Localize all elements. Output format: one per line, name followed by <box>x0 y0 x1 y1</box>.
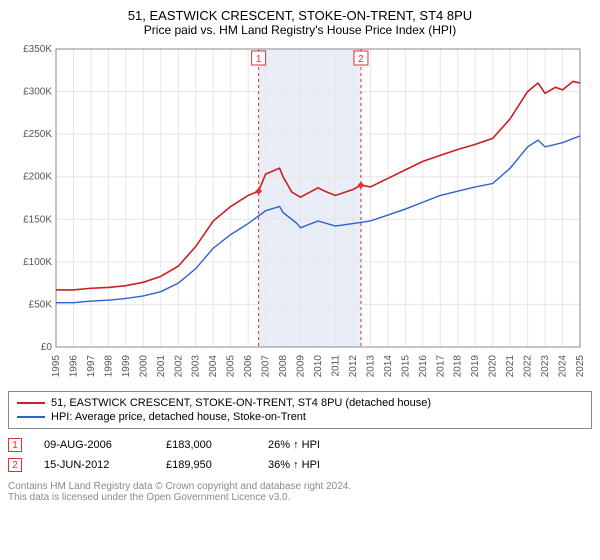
footer-line: Contains HM Land Registry data © Crown c… <box>8 481 592 492</box>
svg-text:1995: 1995 <box>51 355 62 378</box>
svg-text:2000: 2000 <box>138 355 149 378</box>
event-pct: 36% ↑ HPI <box>268 459 320 471</box>
event-price: £189,950 <box>166 459 246 471</box>
event-marker: 2 <box>8 458 22 472</box>
legend-row: 51, EASTWICK CRESCENT, STOKE-ON-TRENT, S… <box>17 396 583 410</box>
svg-text:2015: 2015 <box>400 355 411 378</box>
legend: 51, EASTWICK CRESCENT, STOKE-ON-TRENT, S… <box>8 391 592 429</box>
svg-text:2020: 2020 <box>488 355 499 378</box>
svg-text:2002: 2002 <box>173 355 184 378</box>
svg-text:2023: 2023 <box>540 355 551 378</box>
svg-text:2017: 2017 <box>435 355 446 378</box>
event-row: 1 09-AUG-2006 £183,000 26% ↑ HPI <box>8 435 592 455</box>
svg-text:1997: 1997 <box>86 355 97 378</box>
svg-text:2011: 2011 <box>330 355 341 377</box>
event-marker: 1 <box>8 438 22 452</box>
svg-text:2009: 2009 <box>296 355 307 378</box>
chart-area: £0 £50K £100K £150K £200K £250K £300K £350K 1995… <box>8 43 592 383</box>
svg-text:2006: 2006 <box>243 355 254 378</box>
page-title: 51, EASTWICK CRESCENT, STOKE-ON-TRENT, S… <box>8 8 592 23</box>
svg-text:2014: 2014 <box>383 355 394 378</box>
legend-label: 51, EASTWICK CRESCENT, STOKE-ON-TRENT, S… <box>51 397 431 409</box>
event-pct: 26% ↑ HPI <box>268 439 320 451</box>
event-table: 1 09-AUG-2006 £183,000 26% ↑ HPI 2 15-JUN-201… <box>8 435 592 475</box>
svg-text:2022: 2022 <box>523 355 534 378</box>
footer-attribution: Contains HM Land Registry data © Crown c… <box>8 481 592 503</box>
event-date: 15-JUN-2012 <box>44 459 144 471</box>
footer-line: This data is licensed under the Open Gov… <box>8 492 592 503</box>
svg-text:£250K: £250K <box>23 129 52 140</box>
svg-text:£0: £0 <box>41 342 53 353</box>
svg-text:2003: 2003 <box>191 355 202 378</box>
svg-text:1996: 1996 <box>68 355 79 378</box>
svg-text:2008: 2008 <box>278 355 289 378</box>
legend-row: HPI: Average price, detached house, Stok… <box>17 410 583 424</box>
svg-text:2019: 2019 <box>470 355 481 378</box>
svg-text:2001: 2001 <box>156 355 167 378</box>
svg-text:2012: 2012 <box>348 355 359 378</box>
event-price: £183,000 <box>166 439 246 451</box>
svg-text:2005: 2005 <box>226 355 237 378</box>
svg-text:2013: 2013 <box>365 355 376 378</box>
svg-text:2004: 2004 <box>208 355 219 378</box>
svg-text:£300K: £300K <box>23 87 52 98</box>
legend-swatch <box>17 402 45 404</box>
svg-text:1999: 1999 <box>121 355 132 378</box>
svg-text:1: 1 <box>256 54 262 65</box>
page-subtitle: Price paid vs. HM Land Registry's House … <box>8 23 592 37</box>
svg-text:2025: 2025 <box>575 355 586 378</box>
svg-text:£350K: £350K <box>23 44 52 55</box>
svg-text:2010: 2010 <box>313 355 324 378</box>
svg-text:2018: 2018 <box>453 355 464 378</box>
svg-text:2021: 2021 <box>505 355 516 378</box>
svg-text:£200K: £200K <box>23 172 52 183</box>
svg-text:2: 2 <box>358 54 364 65</box>
svg-text:2016: 2016 <box>418 355 429 378</box>
event-row: 2 15-JUN-2012 £189,950 36% ↑ HPI <box>8 455 592 475</box>
event-date: 09-AUG-2006 <box>44 439 144 451</box>
svg-text:£150K: £150K <box>23 214 52 225</box>
line-chart: £0 £50K £100K £150K £200K £250K £300K £350K 1995… <box>8 43 588 383</box>
svg-text:£50K: £50K <box>29 299 53 310</box>
svg-text:£100K: £100K <box>23 257 52 268</box>
svg-text:1998: 1998 <box>103 355 114 378</box>
svg-text:2024: 2024 <box>558 355 569 378</box>
svg-text:2007: 2007 <box>261 355 272 378</box>
legend-label: HPI: Average price, detached house, Stok… <box>51 411 306 423</box>
legend-swatch <box>17 416 45 418</box>
